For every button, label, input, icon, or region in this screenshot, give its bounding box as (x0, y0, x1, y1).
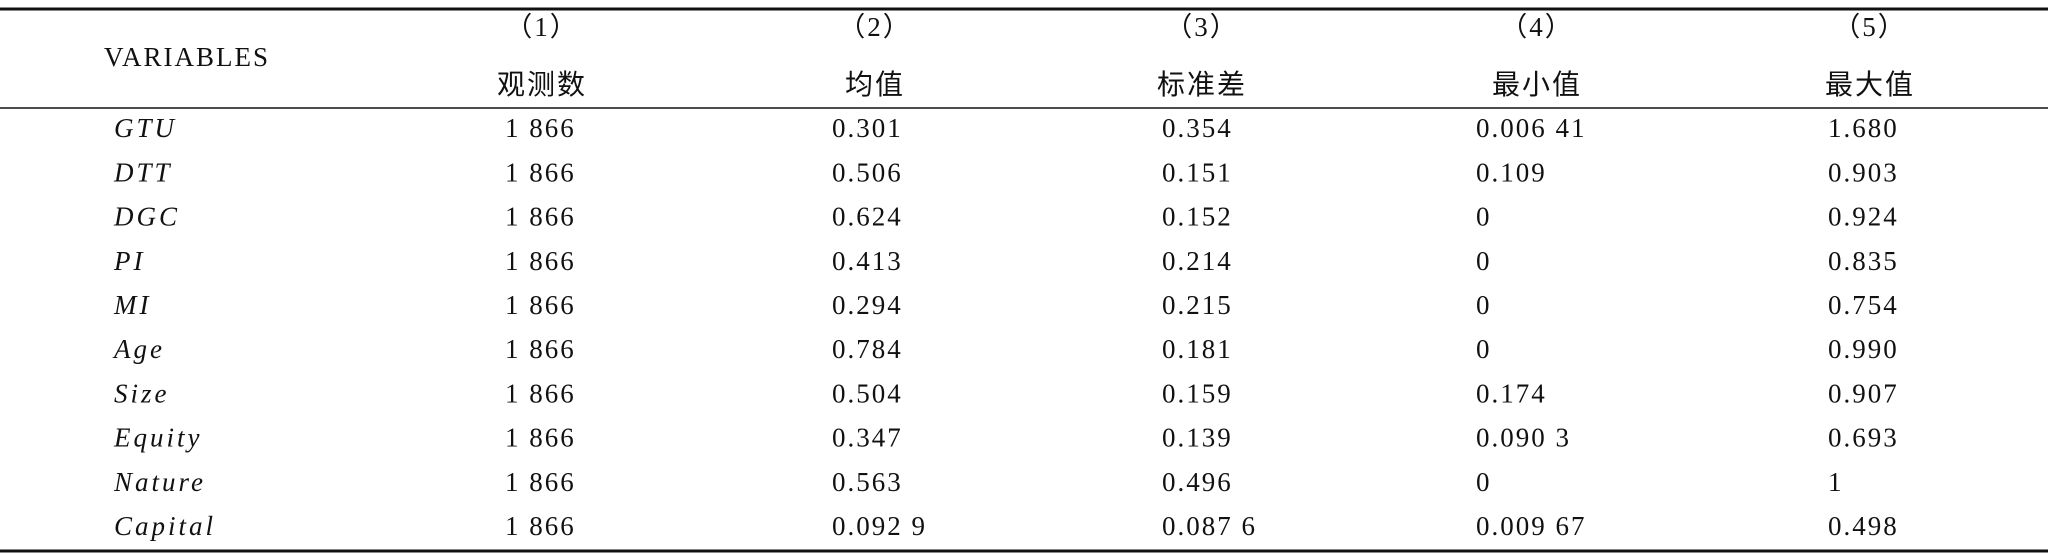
cell-value: 0.181 (1162, 334, 1233, 364)
cell-value: 0.924 (1828, 202, 1899, 232)
cell-value: 1 866 (505, 378, 576, 408)
cell-value: 0.693 (1828, 423, 1899, 453)
cell-value: 1 866 (505, 334, 576, 364)
column-number: （4） (1500, 12, 1574, 42)
cell-value: 0 (1476, 334, 1492, 364)
cell-value: 0.215 (1162, 290, 1233, 320)
variable-name: DGC (113, 202, 180, 232)
variable-name: Capital (114, 511, 216, 541)
cell-value: 0 (1476, 467, 1492, 497)
cell-value: 0.990 (1828, 334, 1899, 364)
cell-value: 0.413 (832, 246, 903, 276)
column-label: 标准差 (1157, 68, 1247, 101)
cell-value: 1 866 (505, 157, 576, 187)
cell-value: 0.151 (1162, 157, 1233, 187)
cell-value: 0.624 (832, 202, 903, 232)
cell-value: 0 (1476, 246, 1492, 276)
cell-value: 0.092 9 (832, 511, 927, 541)
variable-name: PI (113, 246, 145, 276)
column-label: 观测数 (497, 68, 587, 101)
column-number: （5） (1833, 12, 1907, 42)
cell-value: 0.835 (1828, 246, 1899, 276)
cell-value: 1 866 (505, 202, 576, 232)
cell-value: 0.006 41 (1476, 113, 1587, 143)
cell-value: 0.504 (832, 378, 903, 408)
cell-value: 0.214 (1162, 246, 1233, 276)
cell-value: 1 866 (505, 246, 576, 276)
variable-name: Size (114, 378, 170, 408)
variable-name: Equity (113, 423, 202, 453)
column-label: 均值 (845, 68, 905, 101)
cell-value: 0.498 (1828, 511, 1899, 541)
cell-value: 0.152 (1162, 202, 1233, 232)
cell-value: 0.109 (1476, 157, 1547, 187)
variable-name: Nature (113, 467, 206, 497)
column-number: （1） (505, 12, 579, 42)
cell-value: 0.784 (832, 334, 903, 364)
cell-value: 0 (1476, 202, 1492, 232)
cell-value: 0.159 (1162, 378, 1233, 408)
column-label: 最小值 (1492, 68, 1582, 101)
cell-value: 0.301 (832, 113, 903, 143)
cell-value: 1 (1828, 467, 1844, 497)
cell-value: 1 866 (505, 467, 576, 497)
cell-value: 1 866 (505, 423, 576, 453)
column-label: 最大值 (1825, 68, 1915, 101)
column-number: （2） (838, 12, 912, 42)
cell-value: 0.563 (832, 467, 903, 497)
variable-name: GTU (114, 113, 177, 143)
cell-value: 1.680 (1828, 113, 1899, 143)
cell-value: 0.174 (1476, 378, 1547, 408)
cell-value: 0.139 (1162, 423, 1233, 453)
cell-value: 0.754 (1828, 290, 1899, 320)
variables-header: VARIABLES (104, 42, 270, 72)
cell-value: 0.294 (832, 290, 903, 320)
cell-value: 0.347 (832, 423, 903, 453)
variable-name: MI (113, 290, 151, 320)
cell-value: 0.903 (1828, 157, 1899, 187)
cell-value: 0.496 (1162, 467, 1233, 497)
variable-name: DTT (113, 157, 173, 187)
cell-value: 0.506 (832, 157, 903, 187)
cell-value: 1 866 (505, 113, 576, 143)
cell-value: 0.090 3 (1476, 423, 1571, 453)
cell-value: 0.009 67 (1476, 511, 1587, 541)
column-number: （3） (1165, 12, 1239, 42)
variable-name: Age (112, 334, 165, 364)
cell-value: 1 866 (505, 290, 576, 320)
cell-value: 0 (1476, 290, 1492, 320)
cell-value: 1 866 (505, 511, 576, 541)
cell-value: 0.087 6 (1162, 511, 1257, 541)
cell-value: 0.354 (1162, 113, 1233, 143)
cell-value: 0.907 (1828, 378, 1899, 408)
